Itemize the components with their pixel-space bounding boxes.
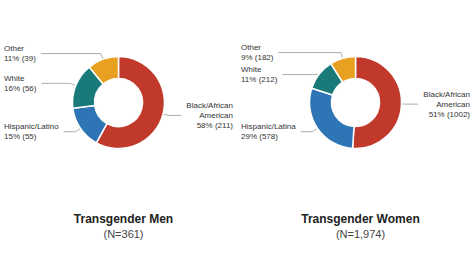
svg-text:11% (212): 11% (212) [241, 75, 278, 84]
svg-text:58% (211): 58% (211) [197, 121, 234, 130]
svg-text:American: American [199, 111, 233, 120]
svg-text:16% (56): 16% (56) [4, 84, 37, 93]
svg-text:Transgender Men: Transgender Men [74, 212, 173, 226]
svg-text:Other: Other [241, 43, 261, 52]
svg-text:51% (1002): 51% (1002) [429, 110, 471, 119]
svg-text:American: American [436, 100, 470, 109]
svg-text:Transgender Women: Transgender Women [301, 212, 419, 226]
svg-text:(N=361): (N=361) [103, 228, 143, 240]
svg-text:White: White [241, 65, 262, 74]
svg-text:Hispanic/Latino: Hispanic/Latino [4, 122, 59, 131]
svg-text:29% (578): 29% (578) [241, 132, 278, 141]
svg-text:White: White [4, 74, 25, 83]
svg-text:15% (55): 15% (55) [4, 132, 37, 141]
svg-text:Black/African: Black/African [423, 90, 470, 99]
svg-text:Black/African: Black/African [186, 101, 233, 110]
svg-text:Other: Other [4, 44, 24, 53]
svg-text:Hispanic/Latina: Hispanic/Latina [241, 122, 296, 131]
svg-text:9% (182): 9% (182) [241, 53, 274, 62]
svg-text:(N=1,974): (N=1,974) [336, 228, 385, 240]
svg-text:11% (39): 11% (39) [4, 54, 36, 63]
